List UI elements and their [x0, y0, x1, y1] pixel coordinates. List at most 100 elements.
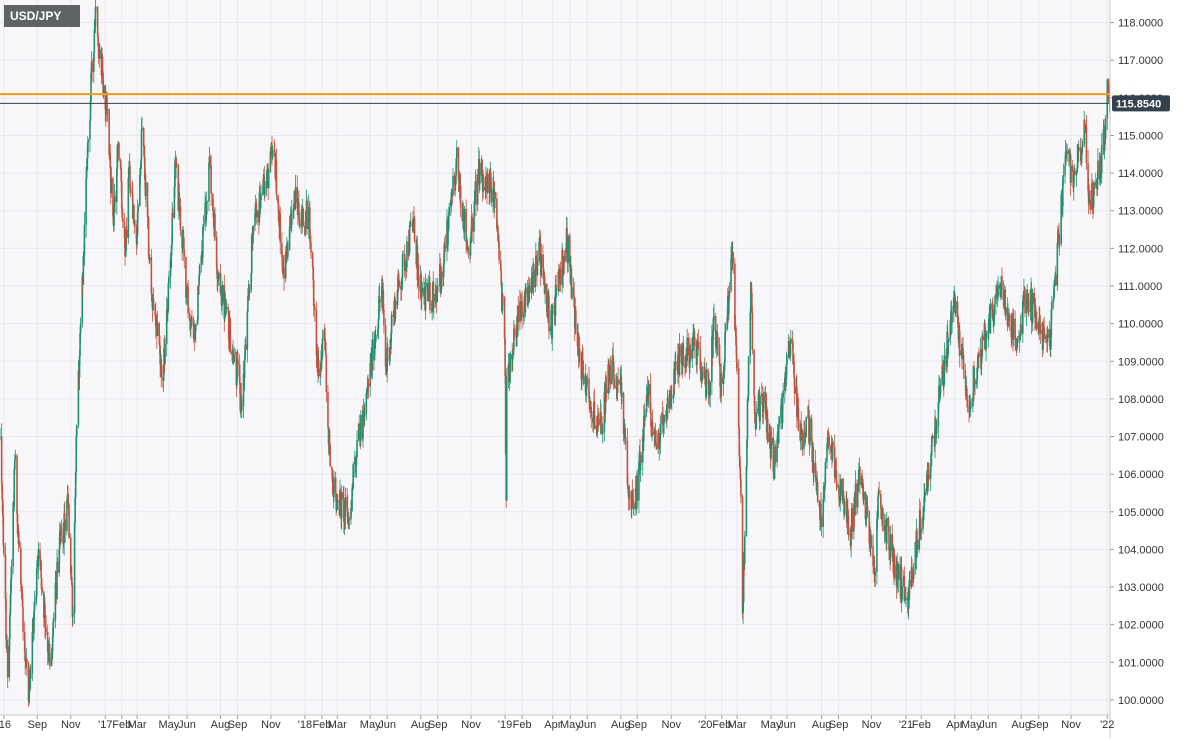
candle-body	[978, 353, 980, 357]
candle-body	[2, 515, 5, 546]
candle-body	[735, 327, 737, 346]
candle-body	[663, 414, 665, 424]
candle-body	[340, 492, 343, 519]
candle-body	[168, 276, 170, 284]
candle-body	[333, 477, 335, 497]
candle-body	[238, 364, 241, 384]
candle-body	[482, 177, 485, 191]
candle-body	[751, 312, 754, 351]
x-tick-label: Sep	[627, 719, 647, 731]
candle-body	[630, 490, 633, 510]
candle-body	[490, 172, 492, 188]
candle-body	[855, 483, 857, 508]
x-tick-label: Jun	[778, 719, 796, 731]
candle-body	[91, 61, 93, 72]
candle-body	[793, 362, 795, 378]
candle-body	[697, 342, 700, 349]
candle-body	[312, 279, 315, 306]
candle-body	[86, 142, 89, 159]
candle-body	[644, 412, 646, 421]
candle-body	[955, 301, 957, 314]
candle-body	[878, 490, 880, 494]
candle-body	[44, 625, 47, 628]
candle-body	[1014, 318, 1016, 339]
candle-body	[942, 368, 945, 380]
candle-body	[256, 210, 259, 218]
candle-body	[509, 354, 512, 372]
candle-body	[16, 513, 19, 534]
candle-body	[513, 328, 515, 350]
candle-body	[809, 418, 811, 445]
candle-body	[68, 505, 70, 538]
candle-body	[581, 351, 583, 380]
candle-body	[386, 347, 389, 350]
candle-body	[934, 417, 937, 431]
candle-body	[554, 284, 557, 316]
candle-body	[347, 516, 350, 521]
candle-body	[378, 296, 380, 320]
candle-body	[289, 227, 291, 228]
candle-body	[598, 419, 600, 425]
candle-body	[125, 229, 127, 251]
candle-body	[120, 181, 123, 210]
candle-body	[402, 254, 404, 256]
candle-body	[281, 242, 283, 258]
candle-body	[919, 518, 922, 532]
candle-body	[689, 355, 691, 368]
candle-body	[10, 566, 13, 579]
candle-body	[661, 412, 664, 415]
candle-body	[279, 213, 282, 243]
candle-body	[470, 231, 472, 238]
candle-body	[20, 547, 22, 585]
candle-body	[40, 561, 42, 578]
candle-body	[133, 219, 136, 227]
candle-body	[831, 442, 834, 460]
candle-body	[1081, 147, 1083, 155]
candle-body	[325, 354, 328, 393]
candle-body	[37, 549, 40, 567]
candle-body	[67, 494, 69, 505]
candle-body	[237, 359, 239, 365]
candle-body	[232, 348, 234, 357]
candle-body	[524, 293, 527, 312]
candle-body	[916, 539, 919, 550]
candle-body	[133, 204, 135, 220]
candle-body	[513, 328, 516, 332]
candle-body	[1019, 334, 1021, 340]
candle-body	[398, 280, 401, 287]
candle-body	[339, 492, 341, 516]
candle-body	[757, 392, 760, 410]
candle-body	[329, 444, 331, 467]
candle-body	[622, 392, 625, 434]
candle-body	[1028, 311, 1030, 313]
candle-body	[866, 505, 868, 507]
candle-body	[891, 534, 894, 552]
candle-body	[97, 46, 100, 52]
candle-body	[877, 496, 879, 519]
candle-body	[214, 214, 216, 237]
candle-body	[908, 580, 911, 595]
candle-body	[1, 499, 4, 516]
candle-body	[400, 284, 403, 290]
candle-body	[1085, 125, 1088, 164]
candle-body	[1106, 79, 1109, 119]
candle-body	[945, 355, 947, 364]
candle-body	[379, 299, 381, 303]
candle-body	[1087, 163, 1089, 191]
x-tick-label: Nov	[61, 719, 81, 731]
candle-body	[310, 242, 312, 253]
candle-body	[575, 310, 577, 326]
candle-body	[813, 462, 815, 474]
candle-body	[790, 338, 792, 344]
candle-body	[1069, 150, 1071, 156]
candle-body	[650, 412, 652, 427]
candle-body	[1058, 233, 1060, 245]
candle-body	[401, 255, 404, 278]
candle-body	[544, 284, 546, 294]
candle-body	[123, 221, 126, 239]
candle-body	[492, 189, 494, 203]
candle-body	[77, 370, 80, 426]
candle-body	[943, 355, 946, 385]
candle-body	[309, 241, 312, 243]
candle-body	[277, 203, 280, 222]
